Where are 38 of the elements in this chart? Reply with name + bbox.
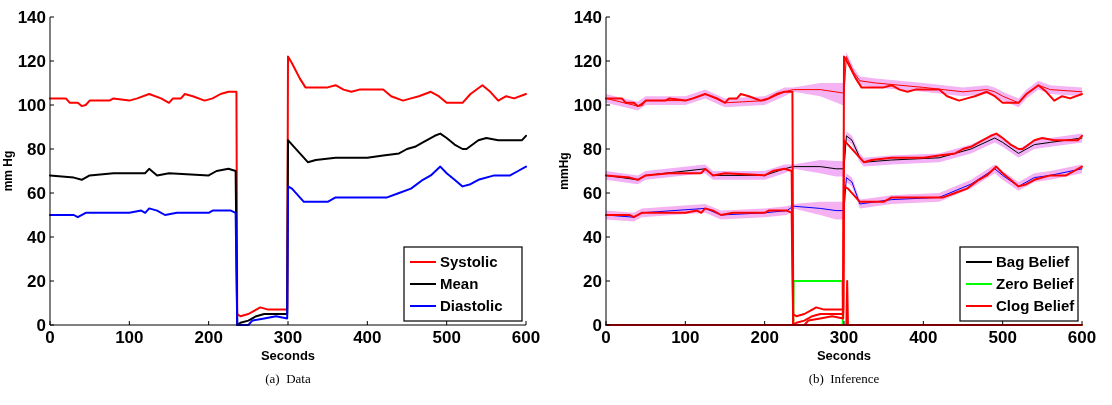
x-tick-label: 600: [1067, 328, 1097, 347]
legend-label: Clog Belief: [996, 297, 1076, 315]
y-axis-title: mmHg: [557, 152, 571, 190]
x-tick-label: 200: [750, 328, 779, 347]
y-tick-label: 140: [17, 7, 46, 27]
x-tick-label: 600: [511, 328, 541, 347]
y-tick-label: 60: [27, 183, 46, 203]
legend-label: Diastolic: [440, 297, 503, 315]
x-tick-label: 300: [273, 328, 303, 347]
y-tick-label: 80: [27, 139, 46, 159]
y-tick-label: 60: [583, 183, 602, 203]
text: (b) Inference: [808, 371, 880, 386]
x-tick-label: 500: [432, 328, 461, 347]
y-tick-label: 20: [583, 271, 602, 291]
x-axis-title: Seconds: [260, 348, 316, 363]
legend-label: Systolic: [440, 253, 498, 271]
legend-label: Bag Belief: [996, 253, 1071, 271]
y-tick-label: 120: [573, 51, 602, 71]
text: (a) Data: [265, 371, 311, 386]
y-axis-title: mm Hg: [1, 150, 15, 192]
y-tick-label: 100: [573, 95, 602, 115]
y-tick-label: 100: [17, 95, 46, 115]
y-tick-label: 40: [583, 227, 602, 247]
legend-label: Mean: [440, 275, 479, 293]
x-tick-label: 300: [829, 328, 859, 347]
y-tick-label: 40: [27, 227, 46, 247]
x-tick-label: 100: [115, 328, 144, 347]
x-tick-label: 400: [353, 328, 382, 347]
x-tick-label: 500: [988, 328, 1017, 347]
x-tick-label: 100: [671, 328, 700, 347]
x-tick-label: 400: [909, 328, 938, 347]
y-tick-label: 120: [17, 51, 46, 71]
y-tick-label: 20: [27, 271, 46, 291]
x-tick-label: 200: [194, 328, 223, 347]
legend-label: Zero Belief: [996, 275, 1075, 293]
x-axis-title: Seconds: [816, 348, 872, 363]
y-tick-label: 140: [573, 7, 602, 27]
y-tick-label: 80: [583, 139, 602, 159]
